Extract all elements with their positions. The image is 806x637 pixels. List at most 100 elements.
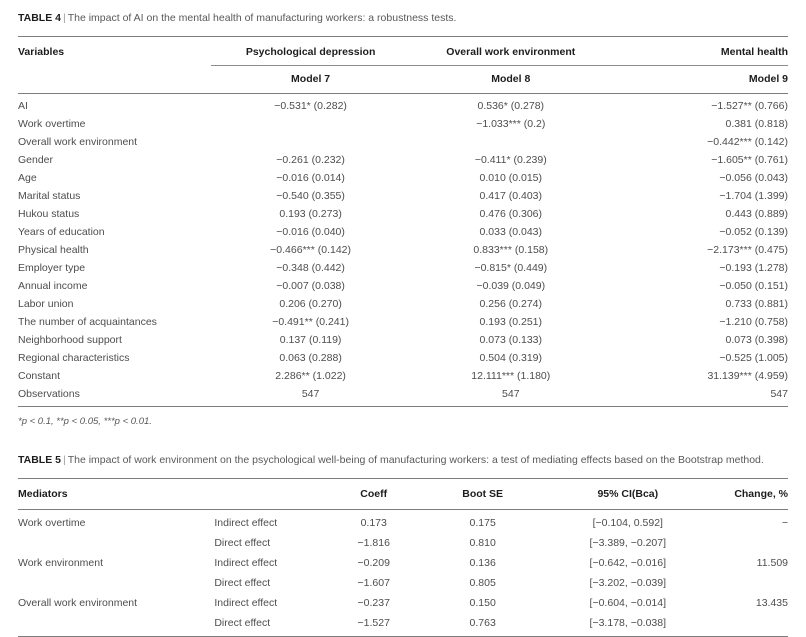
table-row: Hukou status 0.193 (0.273) 0.476 (0.306)… (18, 205, 788, 223)
variable-cell: Age (18, 172, 37, 184)
effect-type-cell: Indirect effect (214, 517, 278, 529)
variable-cell: The number of acquaintances (18, 316, 157, 328)
model9-cell: −1.704 (1.399) (719, 190, 788, 202)
model9-cell: −1.210 (0.758) (719, 316, 788, 328)
table-row: Constant 2.286** (1.022) 12.111*** (1.18… (18, 367, 788, 385)
effect-type-cell: Direct effect (214, 537, 271, 549)
coeff-cell: −1.527 (329, 613, 418, 637)
table5-caption-text: The impact of work environment on the ps… (67, 454, 764, 466)
change-percent-cell: 11.509 (756, 557, 788, 569)
table-row: Work overtime −1.033*** (0.2) 0.381 (0.8… (18, 115, 788, 133)
model8-cell: 0.417 (0.403) (479, 190, 543, 202)
table-row: Marital status −0.540 (0.355) 0.417 (0.4… (18, 187, 788, 205)
model8-cell: −1.033*** (0.2) (476, 118, 546, 130)
model7-cell: −0.540 (0.355) (276, 190, 345, 202)
variable-cell: Observations (18, 385, 211, 407)
model7-cell: 0.137 (0.119) (279, 334, 342, 346)
caption-separator: | (62, 12, 66, 24)
model8-cell (411, 133, 611, 151)
table4-header: Variables Psychological depression Overa… (18, 36, 788, 94)
model8-cell: 0.073 (0.133) (479, 334, 543, 346)
model9-cell: −0.052 (0.139) (719, 226, 788, 238)
boot-se-cell: 0.175 (469, 517, 496, 529)
model8-cell: 0.010 (0.015) (479, 172, 543, 184)
model8-cell: −0.815* (0.449) (474, 262, 548, 274)
table-row: Direct effect −1.527 0.763 [−3.178, −0.0… (18, 613, 788, 637)
table-row: Regional characteristics 0.063 (0.288) 0… (18, 349, 788, 367)
boot-se-cell: 0.136 (469, 557, 496, 569)
variable-cell: Marital status (18, 190, 81, 202)
model8-cell: 0.833*** (0.158) (473, 244, 549, 256)
model7-cell: −0.348 (0.442) (276, 262, 345, 274)
variable-cell: Constant (18, 370, 61, 382)
change-percent-cell: 13.435 (755, 597, 788, 609)
ci-cell: [−0.104, 0.592] (592, 517, 663, 529)
coeff-cell: 0.173 (360, 517, 387, 529)
model8-cell: 12.111*** (1.180) (471, 370, 551, 382)
model9-cell: 31.139*** (4.959) (707, 370, 788, 382)
table4-group-mental-health: Mental health (610, 36, 788, 66)
table5-header-row: Mediators Coeff Boot SE 95% CI(Bca) Chan… (18, 478, 788, 510)
table5-caption: TABLE 5 | The impact of work environment o… (18, 454, 788, 467)
table5-change-header: Change, % (707, 478, 788, 510)
model9-cell: −1.527** (0.766) (711, 100, 788, 112)
model9-cell: 0.073 (0.398) (725, 334, 788, 346)
change-percent-cell (708, 533, 788, 553)
table4-caption: TABLE 4 | The impact of AI on the mental h… (18, 12, 788, 25)
table5: Mediators Coeff Boot SE 95% CI(Bca) Chan… (18, 478, 788, 637)
table4-group-psych-depression: Psychological depression (210, 36, 411, 66)
coeff-cell: −0.237 (357, 597, 390, 609)
table4-label: TABLE 4 (18, 12, 61, 24)
table-row: Employer type −0.348 (0.442) −0.815* (0.… (18, 259, 788, 277)
boot-se-cell: 0.805 (469, 577, 496, 589)
table4-model-header-empty (18, 65, 211, 94)
model9-cell: −1.605** (0.761) (711, 154, 788, 166)
model7-cell: −0.261 (0.232) (276, 154, 345, 166)
coeff-cell: −0.209 (357, 557, 390, 569)
mediator-cell (18, 573, 214, 593)
table4: Variables Psychological depression Overa… (18, 36, 788, 407)
mediator-cell: Work environment (18, 557, 104, 569)
model9-cell: −0.193 (1.278) (719, 262, 788, 274)
model7-cell: 0.206 (0.270) (279, 298, 342, 310)
table-row: Work overtime Indirect effect 0.173 0.17… (18, 510, 788, 534)
table5-header: Mediators Coeff Boot SE 95% CI(Bca) Chan… (18, 478, 788, 510)
ci-cell: [−0.642, −0.016] (589, 557, 667, 569)
boot-se-cell: 0.150 (469, 597, 496, 609)
ci-cell: [−3.202, −0.039] (589, 577, 667, 589)
table-row: Neighborhood support 0.137 (0.119) 0.073… (18, 331, 788, 349)
ci-cell: [−3.389, −0.207] (589, 537, 667, 549)
model7-cell: −0.016 (0.040) (276, 226, 345, 238)
boot-se-cell: 0.763 (417, 613, 548, 637)
table4-model8-header: Model 8 (410, 65, 611, 94)
coeff-cell: −1.816 (357, 537, 390, 549)
table-row: Overall work environment −0.442*** (0.14… (18, 133, 788, 151)
model7-cell: −0.531* (0.282) (274, 100, 347, 112)
table5-ci-header: 95% CI(Bca) (547, 478, 708, 510)
model9-cell: 0.443 (0.889) (725, 208, 788, 220)
table-row: Labor union 0.206 (0.270) 0.256 (0.274) … (18, 295, 788, 313)
caption-separator: | (62, 454, 66, 466)
table4-caption-text: The impact of AI on the mental health of… (67, 12, 457, 24)
model7-cell: 0.193 (0.273) (279, 208, 342, 220)
table5-coeff-header: Coeff (329, 478, 418, 510)
variable-cell: Neighborhood support (18, 334, 122, 346)
mediator-cell (18, 613, 215, 637)
table-row: The number of acquaintances −0.491** (0.… (18, 313, 788, 331)
effect-type-cell: Indirect effect (214, 557, 278, 569)
model9-cell: −0.525 (1.005) (719, 352, 788, 364)
model8-cell: −0.039 (0.049) (476, 280, 546, 292)
variable-cell: Annual income (18, 280, 88, 292)
model9-cell: 0.733 (0.881) (725, 298, 788, 310)
model8-cell: 0.033 (0.043) (479, 226, 543, 238)
table5-label: TABLE 5 (18, 454, 61, 466)
model9-cell: −0.442*** (0.142) (707, 136, 788, 148)
table4-model7-header: Model 7 (210, 65, 411, 94)
model7-cell (211, 133, 411, 151)
table5-section: TABLE 5 | The impact of work environment o… (18, 454, 788, 637)
model7-cell: −0.016 (0.014) (276, 172, 345, 184)
model7-cell (211, 115, 411, 133)
model9-cell: −0.050 (0.151) (719, 280, 788, 292)
model8-cell: 0.536* (0.278) (477, 100, 545, 112)
table4-body: AI −0.531* (0.282) 0.536* (0.278) −1.527… (18, 94, 788, 407)
